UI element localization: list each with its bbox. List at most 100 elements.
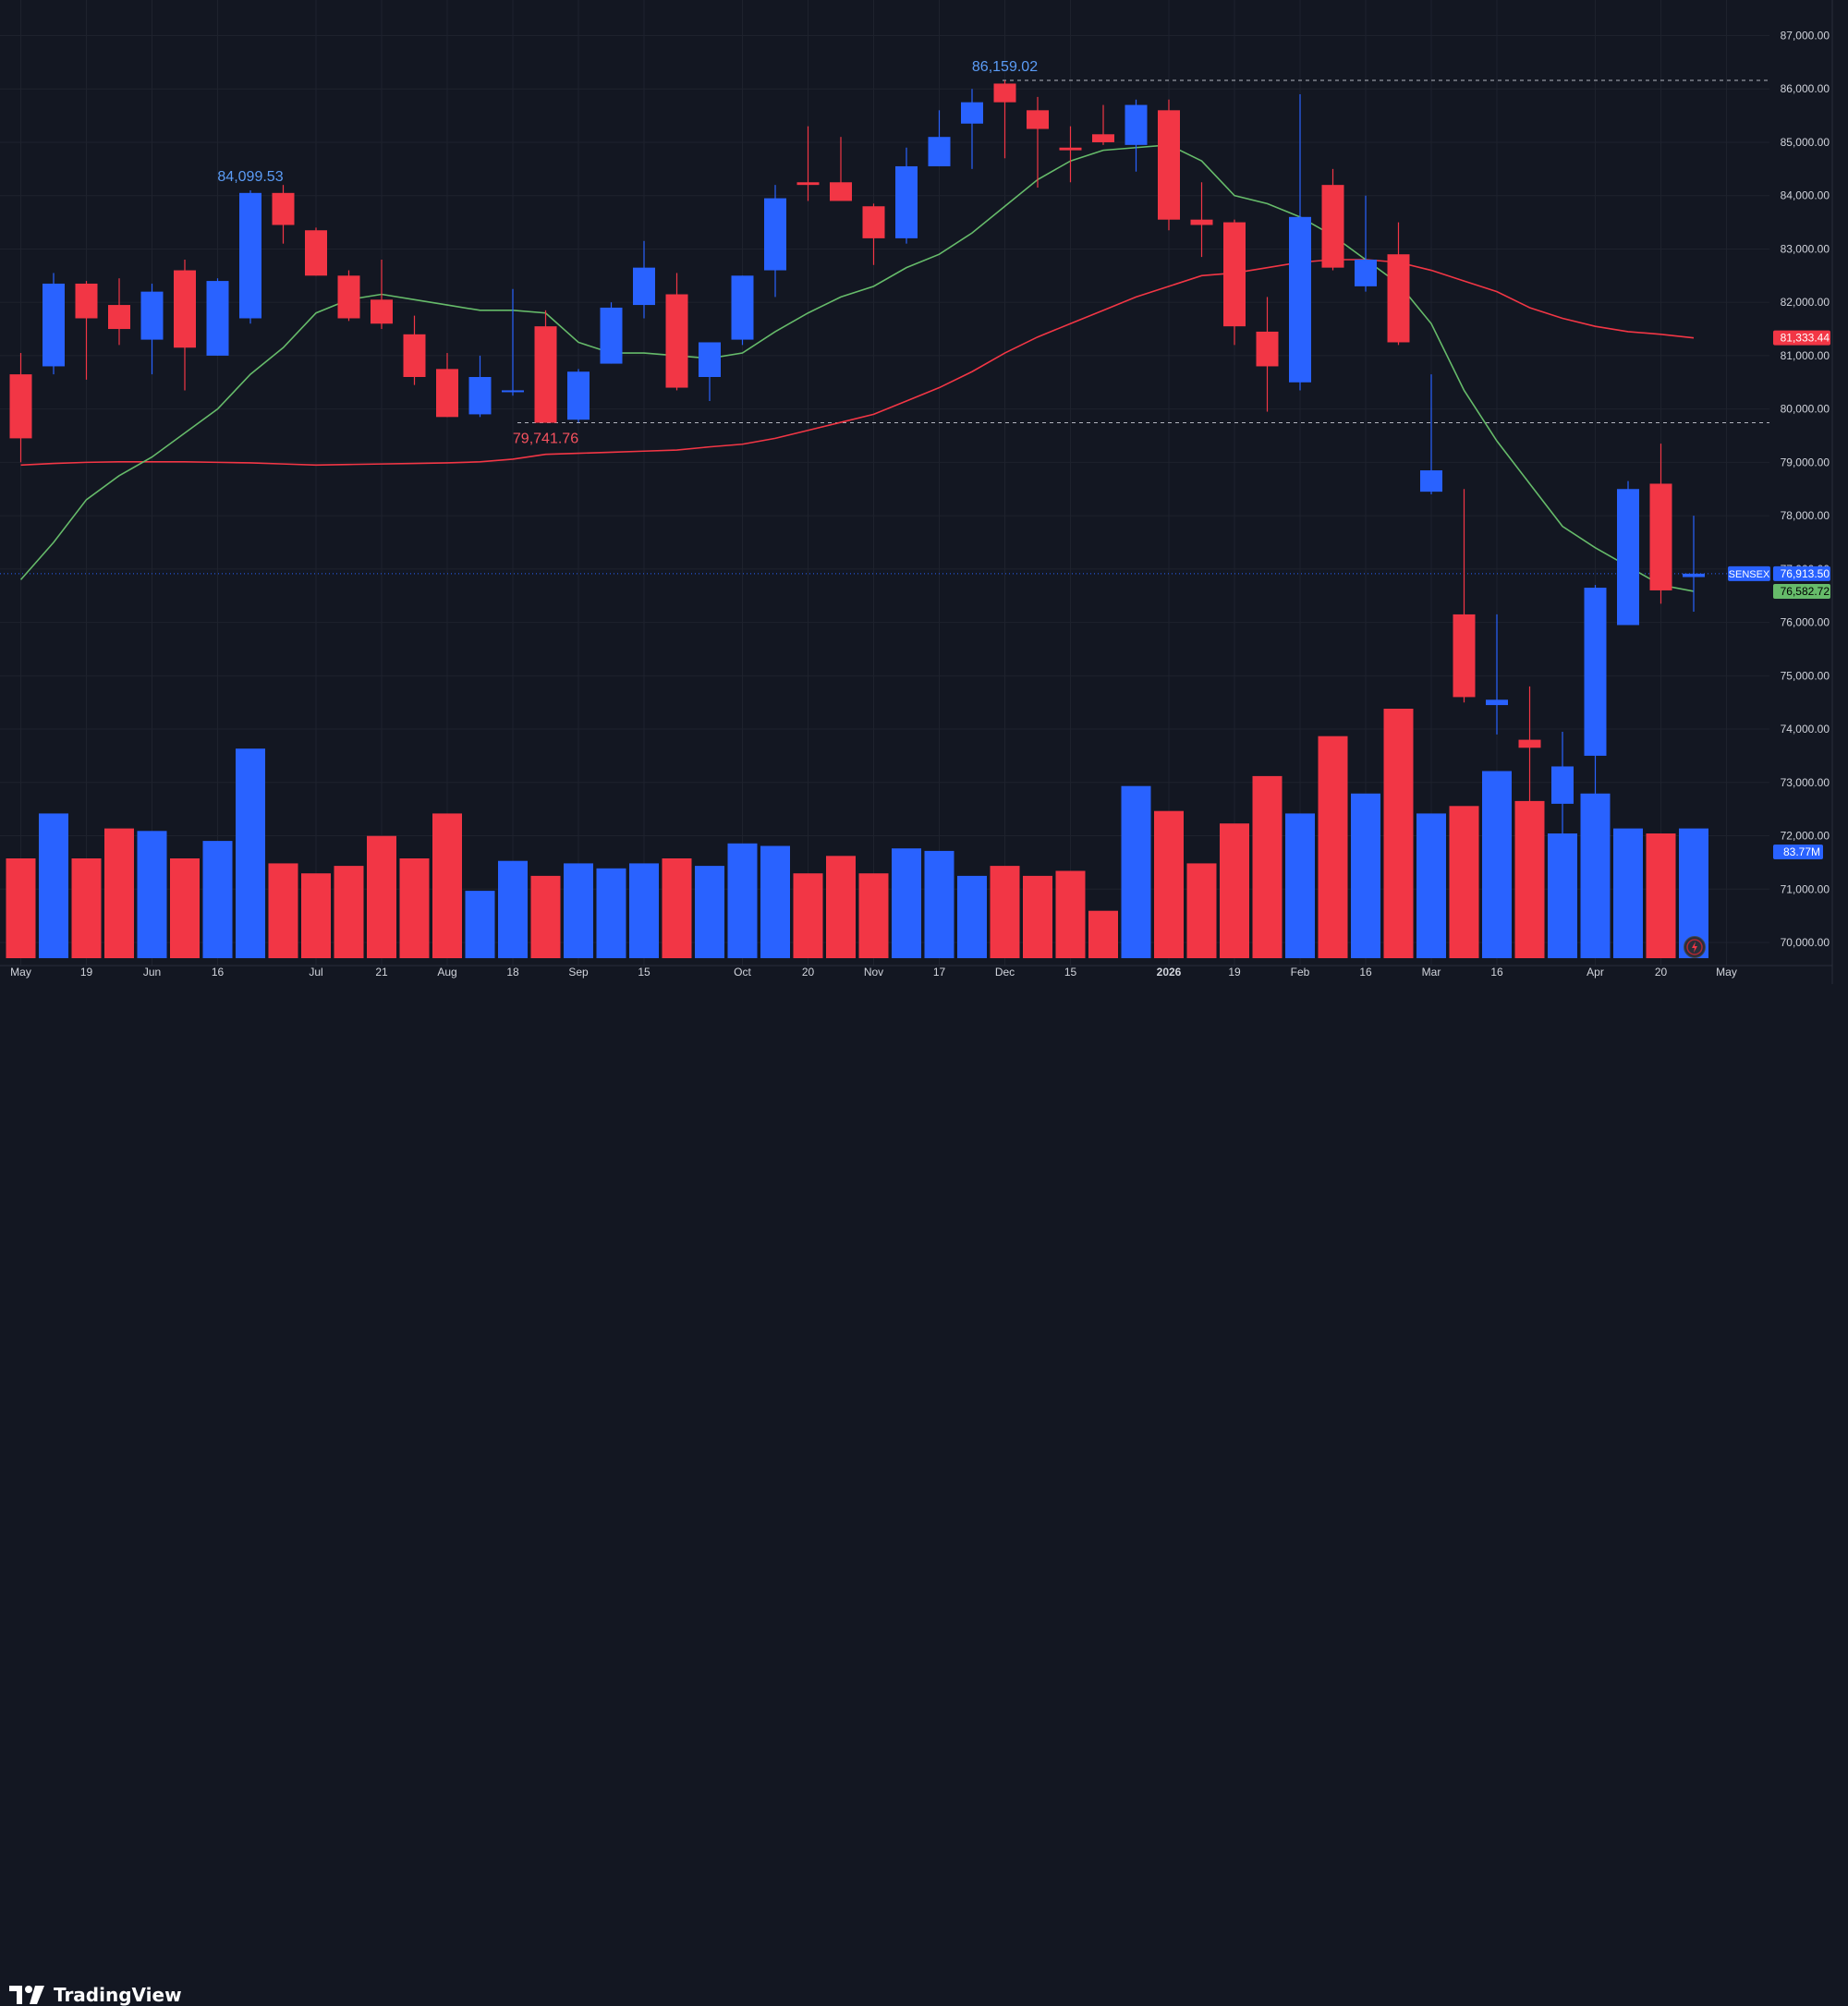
volume-tag-box xyxy=(1773,845,1823,859)
candle-body xyxy=(403,334,426,378)
time-tick-label: Jun xyxy=(143,966,161,979)
sma-slow-path xyxy=(20,259,1695,467)
volume-bar xyxy=(1285,813,1315,958)
volume-bar xyxy=(1121,785,1151,958)
time-tick-label: Oct xyxy=(734,966,751,979)
candle-body xyxy=(371,299,393,324)
volume-bar xyxy=(268,863,298,958)
candle-body xyxy=(567,371,590,420)
volume-bar xyxy=(236,748,265,958)
candle-body xyxy=(1453,614,1476,698)
volume-bar xyxy=(858,873,889,958)
time-tick-label: 16 xyxy=(1490,966,1503,979)
candle-body xyxy=(1125,104,1148,145)
volume-bar xyxy=(432,813,462,958)
volume-bar xyxy=(826,856,856,958)
candle-body xyxy=(43,283,65,367)
volume-bar xyxy=(1416,813,1446,958)
volume-bar xyxy=(1646,833,1676,958)
price-tick-label: 72,000.00 xyxy=(1781,830,1830,843)
candle-body xyxy=(239,192,261,319)
volume-bar xyxy=(924,850,954,958)
time-tick-label: 15 xyxy=(638,966,650,979)
price-axis[interactable]: 70,000.00 71,000.00 72,000.00 73,000.00 74,0… xyxy=(1769,0,1833,984)
symbol-tag-box xyxy=(1728,565,1770,581)
time-tick-label: 20 xyxy=(802,966,815,979)
time-axis[interactable]: May 19 Jun 16 Jul 21 Aug 18 Sep 15 Oct 20 Nov 17 Dec 15… xyxy=(0,965,1832,979)
price-tick-label: 76,000.00 xyxy=(1781,616,1830,629)
time-tick-label: 15 xyxy=(1064,966,1077,979)
time-tick-label: 19 xyxy=(80,966,93,979)
volume-bar xyxy=(71,858,102,958)
time-tick-label: 17 xyxy=(933,966,946,979)
candle-body xyxy=(928,137,951,166)
tradingview-logo[interactable]: TradingView xyxy=(9,1984,182,2006)
time-tick-label: Feb xyxy=(1291,966,1310,979)
sma-slow-price-tag-text: 81,333.44 xyxy=(1781,332,1830,345)
price-tick-label: 84,000.00 xyxy=(1781,189,1830,202)
annotation-label: 79,741.76 xyxy=(513,432,578,447)
candle-body xyxy=(272,192,295,225)
sma-slow-price-tag-box xyxy=(1773,330,1830,346)
volume-bar xyxy=(1449,806,1479,958)
candle-body xyxy=(1289,216,1311,383)
candle-body xyxy=(993,83,1016,103)
time-tick-label: 16 xyxy=(1359,966,1372,979)
price-tick-label: 71,000.00 xyxy=(1781,882,1830,895)
volume-bar xyxy=(1186,863,1217,958)
time-tick-label: Nov xyxy=(864,966,883,979)
price-tick-label: 80,000.00 xyxy=(1781,403,1830,416)
candle-body xyxy=(665,294,688,388)
candle-body xyxy=(534,326,557,423)
candle-body xyxy=(75,283,98,319)
volume-bar xyxy=(957,875,987,958)
volume-bar xyxy=(629,863,659,958)
volume-bar xyxy=(1548,833,1577,958)
sma-fast-price-tag-text: 76,582.72 xyxy=(1781,585,1830,598)
volume-bar xyxy=(1318,736,1348,958)
candle-body xyxy=(1059,147,1082,151)
lightning-icon[interactable] xyxy=(1684,936,1706,958)
candle-body xyxy=(796,182,820,186)
volume-bar xyxy=(334,866,364,958)
candle-body xyxy=(1027,110,1049,129)
volume-bar xyxy=(301,873,331,958)
volume-bar xyxy=(465,891,495,958)
time-tick-label: 21 xyxy=(375,966,388,979)
sma-fast-line xyxy=(19,144,1695,592)
candle-body xyxy=(731,275,754,340)
candle-body xyxy=(862,206,885,238)
volume-bar xyxy=(760,845,790,958)
symbol-tag-text: SENSEX xyxy=(1729,569,1770,580)
candle-body xyxy=(436,369,458,418)
sma-slow-line xyxy=(20,259,1695,467)
price-tick-label: 70,000.00 xyxy=(1781,936,1830,949)
time-tick-label: May xyxy=(1716,966,1737,979)
volume-bar xyxy=(202,841,233,958)
candle-body xyxy=(140,291,164,340)
candle-body xyxy=(1683,573,1705,577)
candle-body xyxy=(961,102,983,124)
footer-bar: TradingView xyxy=(0,984,1848,2006)
grid-lines xyxy=(0,0,1769,966)
time-tick-label: 18 xyxy=(506,966,519,979)
volume-bar xyxy=(498,860,528,958)
last-price-tag-text: 76,913.50 xyxy=(1781,567,1830,580)
volume-bar xyxy=(170,858,200,958)
candle-body xyxy=(1387,254,1410,343)
volume-bar xyxy=(990,866,1020,958)
candlesticks xyxy=(9,80,1705,836)
brand-name: TradingView xyxy=(54,1984,182,2006)
volume-bar xyxy=(39,813,68,958)
candle-body xyxy=(764,198,786,271)
volume-bar xyxy=(1220,823,1249,958)
candle-body xyxy=(600,307,623,364)
price-tick-label: 79,000.00 xyxy=(1781,456,1830,468)
candle-body xyxy=(1321,185,1344,268)
volume-bar xyxy=(564,863,593,958)
time-tick-label: 20 xyxy=(1655,966,1668,979)
price-chart[interactable]: 84,099.53 86,159.02 79,741.76 70,000.00 71,… xyxy=(0,0,1848,984)
price-tick-label: 74,000.00 xyxy=(1781,723,1830,736)
time-tick-label: Mar xyxy=(1422,966,1441,979)
candle-body xyxy=(1518,739,1541,748)
